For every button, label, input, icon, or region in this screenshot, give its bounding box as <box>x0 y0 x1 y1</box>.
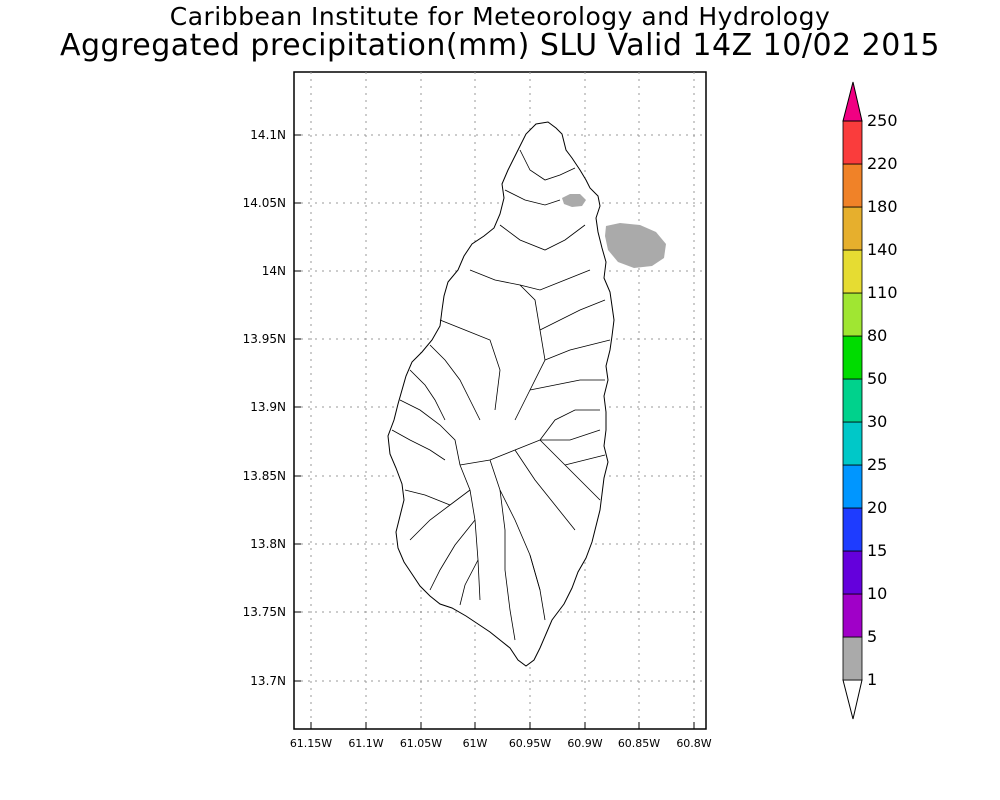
colorbar-label: 220 <box>867 154 898 173</box>
lon-label: 60.95W <box>509 737 551 750</box>
title-institute: Caribbean Institute for Meteorology and … <box>169 2 831 31</box>
colorbar-label: 110 <box>867 283 898 302</box>
colorbar <box>842 81 863 720</box>
lon-label: 61.05W <box>400 737 442 750</box>
colorbar-label: 180 <box>867 197 898 216</box>
longitude-labels: 61.15W 61.1W 61.05W 61W 60.95W 60.9W 60.… <box>290 737 712 750</box>
latitude-labels: 14.1N 14.05N 14N 13.95N 13.9N 13.85N 13.… <box>243 128 286 688</box>
lon-label: 61.1W <box>348 737 383 750</box>
colorbar-label: 30 <box>867 412 887 431</box>
lat-label: 13.75N <box>243 605 286 619</box>
precip-patch-east <box>605 223 666 268</box>
lat-label: 13.85N <box>243 469 286 483</box>
lat-label: 14.05N <box>243 196 286 210</box>
lat-label: 14N <box>262 264 286 278</box>
lon-label: 61.15W <box>290 737 332 750</box>
island-outline <box>387 121 615 667</box>
colorbar-label: 250 <box>867 111 898 130</box>
colorbar-label: 5 <box>867 627 877 646</box>
lon-label: 61W <box>463 737 488 750</box>
axis-ticks <box>294 134 695 729</box>
colorbar-label: 50 <box>867 369 887 388</box>
colorbar-label: 15 <box>867 541 887 560</box>
lat-label: 13.95N <box>243 332 286 346</box>
colorbar-label: 25 <box>867 455 887 474</box>
lon-label: 60.9W <box>567 737 602 750</box>
colorbar-lower-arrow <box>842 679 863 720</box>
colorbar-label: 80 <box>867 326 887 345</box>
lon-label: 60.8W <box>676 737 711 750</box>
colorbar-labels: 1 5 10 15 20 25 30 50 80 110 140 180 220… <box>867 111 898 689</box>
district-boundaries <box>391 149 611 641</box>
colorbar-upper-arrow <box>842 81 863 122</box>
colorbar-label: 140 <box>867 240 898 259</box>
lat-label: 13.7N <box>250 674 286 688</box>
colorbar-label: 20 <box>867 498 887 517</box>
colorbar-label: 1 <box>867 670 877 689</box>
colorbar-label: 10 <box>867 584 887 603</box>
lon-label: 60.85W <box>618 737 660 750</box>
title-product: Aggregated precipitation(mm) SLU Valid 1… <box>59 28 941 63</box>
lat-label: 14.1N <box>250 128 286 142</box>
lat-label: 13.8N <box>250 537 286 551</box>
lat-label: 13.9N <box>250 400 286 414</box>
precip-patch-small <box>562 194 586 207</box>
